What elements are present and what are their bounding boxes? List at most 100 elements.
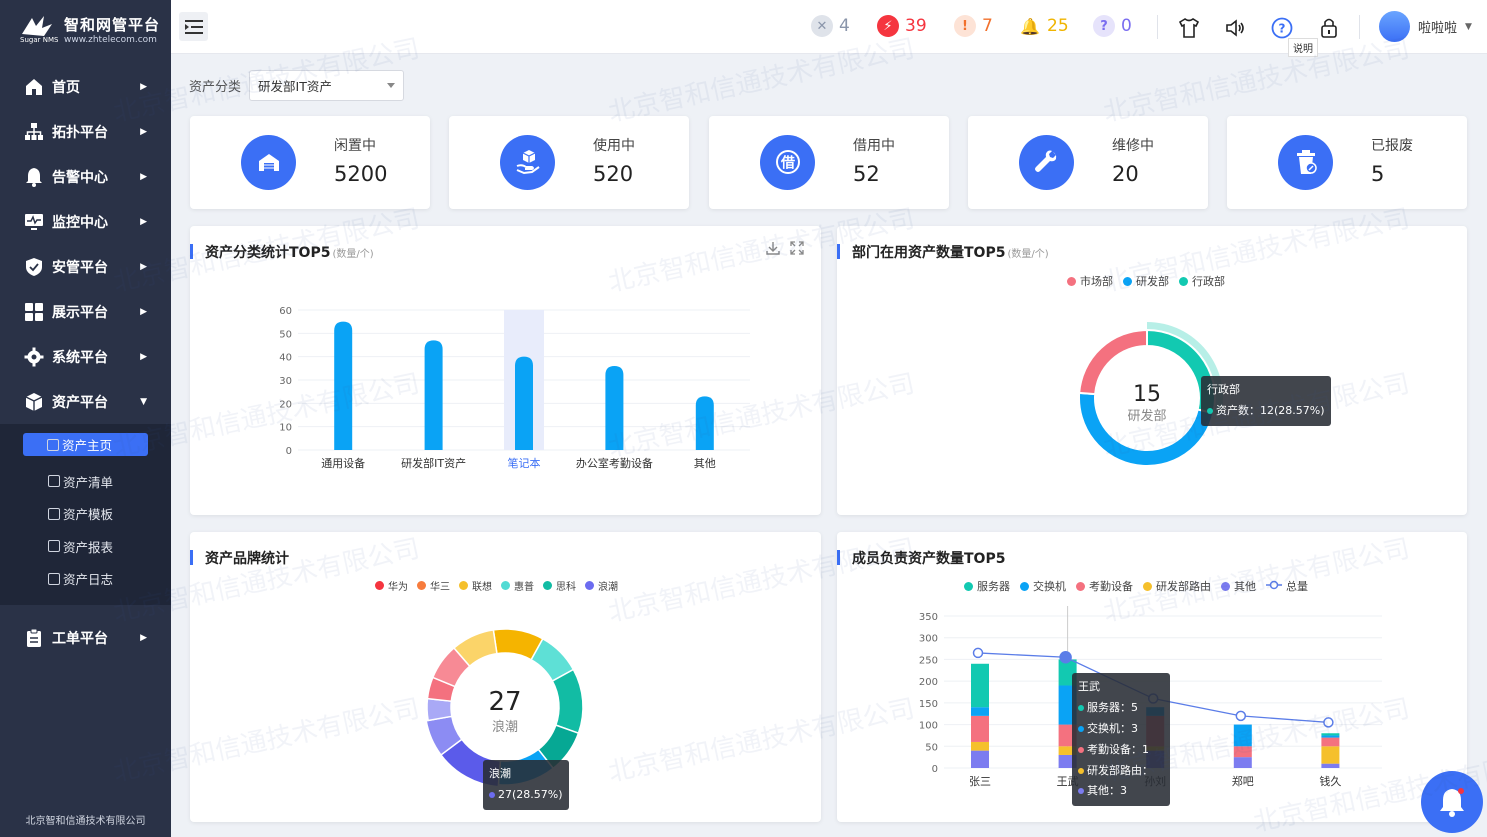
- lightning-icon: ⚡: [877, 15, 899, 37]
- x-tick-label: 笔记本: [508, 456, 541, 470]
- sidebar-item-box[interactable]: 资产平台 ▼: [0, 379, 171, 424]
- tooltip-row: 交换机：3: [1078, 719, 1164, 740]
- stack-segment: [1321, 763, 1340, 768]
- legend-label: 总量: [1286, 580, 1308, 593]
- y-tick-label: 50: [925, 742, 938, 753]
- sidebar-item-shield[interactable]: 安管平台 ▶: [0, 244, 171, 289]
- legend-item[interactable]: 其他: [1221, 578, 1256, 594]
- sidebar-item-clipboard[interactable]: 工单平台 ▶: [0, 615, 171, 660]
- stat-card: 使用中 520: [449, 116, 689, 209]
- caret-right-icon: ▶: [140, 351, 147, 362]
- filter-label: 资产分类: [189, 80, 242, 95]
- warehouse-icon: [241, 135, 296, 190]
- header: ✕ 4 ⚡ 39! 7 🔔 25? 0 ? 说明 啦啦啦 ▼: [171, 0, 1487, 57]
- subnav-item[interactable]: 资产清单: [0, 465, 171, 498]
- legend-item[interactable]: 研发部路由: [1143, 578, 1211, 594]
- bar: [515, 356, 533, 450]
- tooltip-text: 服务器：5: [1087, 700, 1138, 714]
- legend-item[interactable]: 浪潮: [585, 578, 618, 593]
- download-icon[interactable]: [765, 240, 781, 260]
- legend-item[interactable]: 华为: [375, 578, 408, 593]
- lock-icon[interactable]: [1317, 16, 1341, 40]
- legend-item[interactable]: 交换机: [1020, 578, 1066, 594]
- subnav-item[interactable]: 资产日志: [0, 563, 171, 596]
- legend-dot: [459, 581, 468, 590]
- menu-toggle-button[interactable]: [179, 12, 208, 41]
- user-menu[interactable]: 啦啦啦 ▼: [1379, 11, 1472, 42]
- stack-segment: [1058, 746, 1077, 755]
- tooltip-dot: [1078, 725, 1084, 732]
- select-value: 研发部IT资产: [258, 79, 332, 94]
- stat-value: 5200: [334, 162, 388, 186]
- member-panel-title: 成员负责资产数量TOP5: [836, 548, 1005, 568]
- tooltip-text: 交换机：3: [1087, 721, 1138, 735]
- legend-item[interactable]: 市场部: [1067, 273, 1113, 289]
- donut-center-value: 27: [488, 687, 521, 717]
- notification-bell-button[interactable]: [1421, 771, 1483, 833]
- badge-count: 7: [982, 16, 993, 36]
- sidebar-item-gear[interactable]: 系统平台 ▶: [0, 334, 171, 379]
- legend-label: 研发部路由: [1156, 580, 1211, 593]
- lightning-badge[interactable]: ⚡ 39: [877, 15, 927, 37]
- stack-segment: [1233, 724, 1252, 747]
- tooltip-text: 其他：3: [1087, 784, 1127, 798]
- user-name: 啦啦啦: [1418, 21, 1458, 36]
- gear-icon: [24, 347, 44, 367]
- subnav-item[interactable]: 资产模板: [0, 498, 171, 531]
- box-icon: [24, 392, 44, 412]
- bell-alert-badge[interactable]: 🔔 25: [1019, 15, 1069, 37]
- close-circle-badge[interactable]: ✕ 4: [811, 15, 850, 37]
- fullscreen-icon[interactable]: [789, 240, 805, 260]
- legend-item[interactable]: 总量: [1266, 578, 1308, 594]
- brand-url: www.zhtelecom.com: [64, 34, 157, 45]
- sidebar-item-label: 首页: [52, 79, 80, 96]
- sidebar-item-topology[interactable]: 拓扑平台 ▶: [0, 109, 171, 154]
- x-tick-label: 办公室考勤设备: [576, 456, 653, 470]
- speaker-icon[interactable]: [1224, 16, 1248, 40]
- sidebar-item-monitor[interactable]: 监控中心 ▶: [0, 199, 171, 244]
- legend-item[interactable]: 惠普: [501, 578, 534, 593]
- legend-item[interactable]: 考勤设备: [1076, 578, 1133, 594]
- legend-item[interactable]: 研发部: [1123, 273, 1169, 289]
- exclamation-icon: !: [954, 15, 976, 37]
- tooltip-row: 研发部路由：: [1078, 761, 1164, 782]
- legend-item[interactable]: 思科: [543, 578, 576, 593]
- legend-item[interactable]: 服务器: [964, 578, 1010, 594]
- logo-mark-icon: Sugar NMS: [18, 14, 59, 44]
- category-panel-title: 资产分类统计TOP5 (数量/个): [190, 242, 374, 262]
- sidebar-item-bell[interactable]: 告警中心 ▶: [0, 154, 171, 199]
- subnav-item[interactable]: 资产报表: [0, 530, 171, 563]
- question-circle-badge[interactable]: ? 0: [1093, 15, 1132, 37]
- legend-item[interactable]: 联想: [459, 578, 492, 593]
- legend-label: 华为: [388, 582, 408, 593]
- exclamation-badge[interactable]: ! 7: [954, 15, 993, 37]
- subnav-item[interactable]: 资产主页: [23, 433, 148, 456]
- y-tick-label: 350: [919, 612, 938, 623]
- y-tick-label: 10: [279, 423, 292, 434]
- sidebar-item-home[interactable]: 首页 ▶: [0, 64, 171, 109]
- legend-dot: [1179, 276, 1188, 286]
- legend-dot: [1123, 276, 1132, 286]
- x-tick-label: 钱久: [1319, 774, 1341, 788]
- y-tick-label: 100: [919, 721, 938, 732]
- member-tooltip: 王武 服务器：5 交换机：3 考勤设备：1 研发部路由： 其他：3: [1072, 673, 1170, 807]
- shirt-icon[interactable]: [1177, 16, 1201, 40]
- close-circle-icon: ✕: [811, 15, 833, 37]
- subnav-label: 资产清单: [63, 474, 114, 490]
- legend-item[interactable]: 华三: [417, 578, 450, 593]
- stack-segment: [971, 707, 989, 716]
- legend-label: 交换机: [1033, 580, 1066, 593]
- donut-slice: [452, 629, 498, 668]
- caret-right-icon: ▶: [140, 126, 147, 137]
- legend-label: 市场部: [1080, 275, 1113, 288]
- asset-category-select[interactable]: 研发部IT资产: [249, 70, 405, 101]
- legend-item[interactable]: 行政部: [1179, 273, 1225, 289]
- line-point: [1059, 651, 1072, 664]
- help-icon[interactable]: ?: [1270, 16, 1294, 40]
- legend-dot: [375, 581, 384, 590]
- badge-count: 0: [1121, 16, 1132, 36]
- trash-icon: [1278, 135, 1333, 190]
- caret-right-icon: ▶: [140, 261, 147, 272]
- sidebar-item-grid[interactable]: 展示平台 ▶: [0, 289, 171, 334]
- legend-dot: [1221, 581, 1230, 591]
